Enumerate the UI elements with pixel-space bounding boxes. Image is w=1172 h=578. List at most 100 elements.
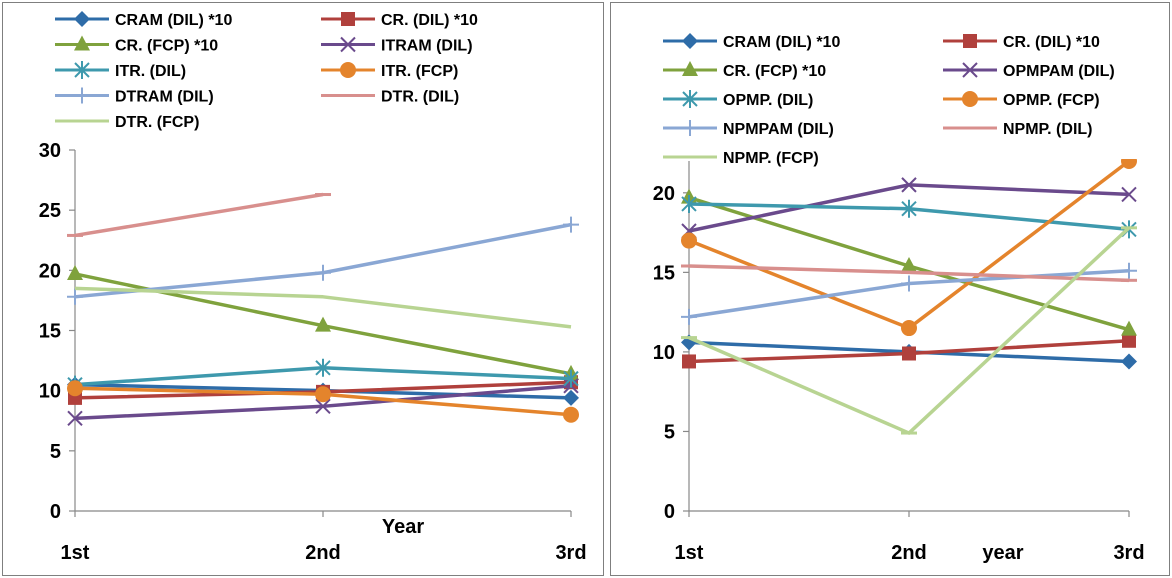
right-legend-label-6: NPMPAM (DIL) <box>723 121 834 138</box>
right-y-tick-label-2: 10 <box>653 342 675 364</box>
left-legend-label-6: DTRAM (DIL) <box>115 89 214 106</box>
left-x-tick-label-0: 1st <box>61 542 90 564</box>
right-series-6 <box>681 262 1137 325</box>
right-series-0-point-2 <box>1121 353 1137 370</box>
left-series-5-point-0 <box>67 380 83 397</box>
right-series-3-point-1 <box>901 177 917 193</box>
right-series-2-point-1 <box>901 257 917 272</box>
left-series-4-point-2 <box>563 369 579 388</box>
right-series-5-point-2 <box>1121 159 1137 169</box>
right-legend-label-2: CR. (FCP) *10 <box>723 63 826 80</box>
left-legend-marker-1 <box>341 12 355 26</box>
right-legend-marker-6 <box>682 120 698 136</box>
right-x-axis-title: year <box>982 542 1023 564</box>
right-plot <box>681 159 1137 435</box>
right-legend-item-7: NPMP. (DIL) <box>943 121 1092 138</box>
right-series-1-point-1 <box>902 346 916 361</box>
left-legend-item-4: ITR. (DIL) <box>55 61 186 80</box>
left-legend-label-2: CR. (FCP) *10 <box>115 38 218 55</box>
left-y-tick-label-5: 25 <box>39 200 61 222</box>
left-series-3-point-1 <box>315 398 331 415</box>
right-legend-item-8: NPMP. (FCP) <box>663 150 819 167</box>
left-series-3-point-0 <box>67 410 83 427</box>
right-series-4-point-1 <box>901 199 917 218</box>
left-legend-item-0: CRAM (DIL) *10 <box>55 11 232 29</box>
right-series-8 <box>681 226 1137 435</box>
left-series-6-point-1 <box>315 264 331 281</box>
right-series-4-point-0 <box>681 194 697 213</box>
right-y-tick-label-1: 5 <box>664 421 675 443</box>
right-legend-label-1: CR. (DIL) *10 <box>1003 34 1100 51</box>
right-series-6-point-2 <box>1121 262 1137 279</box>
left-series-6-point-2 <box>563 216 579 233</box>
left-plot <box>67 192 579 427</box>
left-series-5-point-1 <box>315 386 331 403</box>
left-legend-label-5: ITR. (FCP) <box>381 63 458 80</box>
right-series-1 <box>682 333 1136 369</box>
right-series-7 <box>681 264 1137 283</box>
left-legend-marker-6 <box>74 87 90 104</box>
left-legend-item-7: DTR. (DIL) <box>321 89 459 106</box>
right-y-tick-label-0: 0 <box>664 501 675 523</box>
left-y-tick-label-0: 0 <box>50 501 61 523</box>
left-y-tick-label-2: 10 <box>39 381 61 403</box>
left-series-5 <box>67 380 579 423</box>
right-legend-label-8: NPMP. (FCP) <box>723 150 819 167</box>
left-legend-label-1: CR. (DIL) *10 <box>381 12 478 29</box>
left-series-6 <box>67 216 579 305</box>
left-y-tick-label-6: 30 <box>39 140 61 162</box>
right-legend-marker-1 <box>963 34 977 48</box>
left-series-2-point-0 <box>67 264 83 280</box>
left-legend-item-8: DTR. (FCP) <box>55 114 199 131</box>
left-series-8 <box>74 286 572 329</box>
left-series-2-point-1 <box>315 316 331 332</box>
left-legend-label-4: ITR. (DIL) <box>115 63 186 80</box>
left-legend-item-3: ITRAM (DIL) <box>321 36 473 55</box>
right-legend-label-3: OPMPAM (DIL) <box>1003 63 1115 80</box>
right-legend-marker-5 <box>962 91 978 107</box>
left-x-tick-label-2: 3rd <box>555 542 586 564</box>
right-legend-marker-4 <box>682 90 698 108</box>
left-legend-item-6: DTRAM (DIL) <box>55 87 214 106</box>
right-x-tick-label-1: 2nd <box>891 542 927 564</box>
right-legend-marker-3 <box>962 62 978 78</box>
left-legend-label-7: DTR. (DIL) <box>381 89 459 106</box>
left-legend-marker-0 <box>74 11 90 27</box>
right-series-5-point-1 <box>901 320 917 337</box>
left-y-tick-label-4: 20 <box>39 260 61 282</box>
chart-right: CRAM (DIL) *10 CR. (DIL) *10 CR. (FCP) *10… <box>653 33 1145 564</box>
left-x-axis-title: Year <box>382 516 424 538</box>
chart-panel-right: CRAM (DIL) *10 CR. (DIL) *10 CR. (FCP) *10… <box>610 2 1170 576</box>
left-legend-item-1: CR. (DIL) *10 <box>321 12 478 29</box>
left-y-tick-label-3: 15 <box>39 321 61 343</box>
right-axes: 0 5 10 15 20 1st 2nd 3rd year <box>653 161 1145 564</box>
right-legend-label-0: CRAM (DIL) *10 <box>723 34 840 51</box>
right-legend-label-4: OPMP. (DIL) <box>723 92 813 109</box>
right-legend-item-6: NPMPAM (DIL) <box>663 120 834 138</box>
right-legend-label-5: OPMP. (FCP) <box>1003 92 1100 109</box>
left-series-line-7 <box>74 192 324 238</box>
right-y-tick-label-3: 15 <box>653 262 675 284</box>
right-legend-item-1: CR. (DIL) *10 <box>943 34 1100 51</box>
left-series-7 <box>67 192 331 238</box>
right-y-tick-label-4: 20 <box>653 183 675 205</box>
left-axes: 0 5 10 15 20 25 30 1st 2nd 3rd Year <box>39 140 587 564</box>
left-legend-label-0: CRAM (DIL) *10 <box>115 12 232 29</box>
left-legend-item-5: ITR. (FCP) <box>321 62 458 80</box>
right-series-5-point-0 <box>681 232 697 249</box>
left-legend-marker-4 <box>74 61 90 79</box>
right-legend-item-2: CR. (FCP) *10 <box>663 61 826 80</box>
left-legend-item-2: CR. (FCP) *10 <box>55 35 218 55</box>
left-legend-marker-5 <box>340 62 356 78</box>
right-series-1-point-2 <box>1122 333 1136 348</box>
left-x-tick-label-1: 2nd <box>305 542 341 564</box>
right-legend-item-3: OPMPAM (DIL) <box>943 62 1115 80</box>
chart-panel-left: CRAM (DIL) *10 CR. (DIL) *10 CR. (FCP) *10… <box>2 2 604 576</box>
left-series-line-6 <box>74 222 572 299</box>
left-y-tick-label-1: 5 <box>50 441 61 463</box>
right-series-2-point-2 <box>1121 320 1137 336</box>
left-legend-marker-2 <box>74 35 90 51</box>
left-series-4 <box>67 358 579 394</box>
right-legend-item-5: OPMP. (FCP) <box>943 91 1100 109</box>
right-legend-item-4: OPMP. (DIL) <box>663 90 813 109</box>
